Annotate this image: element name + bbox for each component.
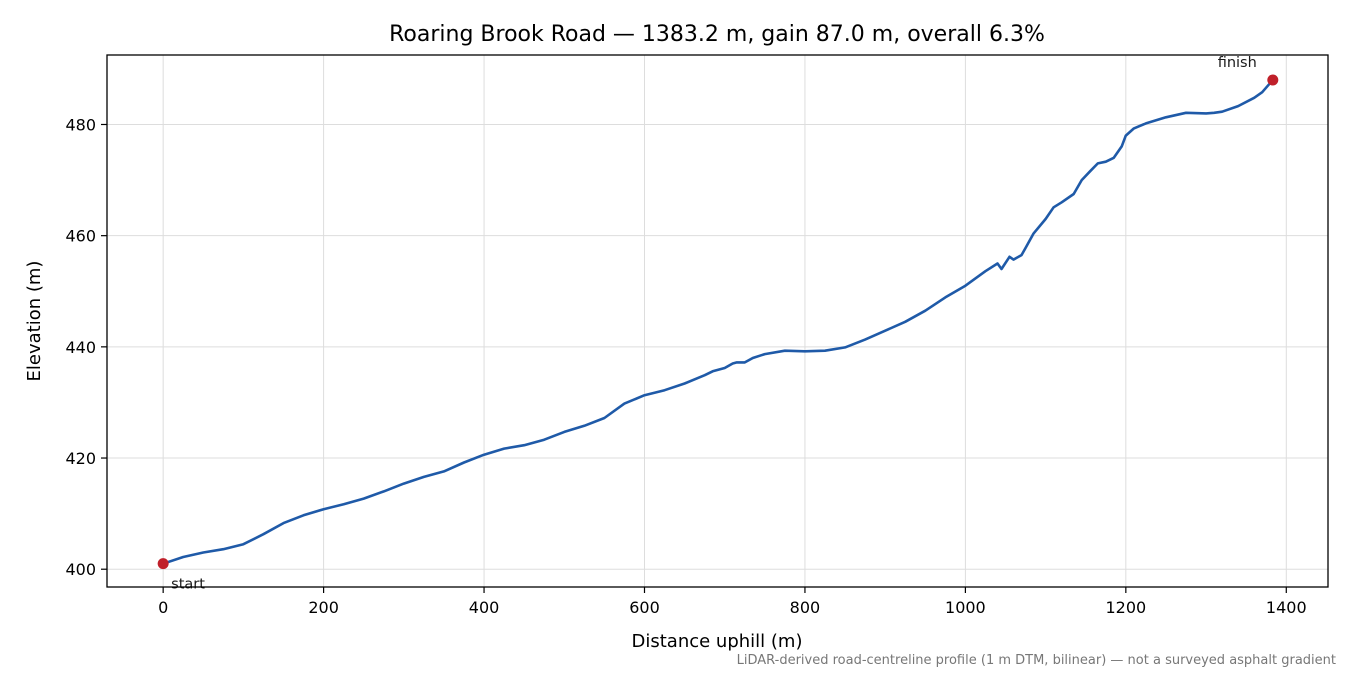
elevation-line: [161, 78, 1275, 565]
x-tick-label: 400: [469, 598, 500, 617]
footnote: LiDAR-derived road-centreline profile (1…: [737, 653, 1336, 668]
start-label: start: [171, 577, 205, 593]
series-layer: [161, 78, 1275, 565]
y-axis-label: Elevation (m): [24, 261, 45, 382]
x-tick-label: 1400: [1266, 598, 1307, 617]
start-marker: [157, 558, 169, 570]
x-tick-label: 200: [308, 598, 339, 617]
y-tick-label: 440: [65, 338, 96, 357]
x-tick-label: 800: [790, 598, 821, 617]
tick-layer: 0 200 400 600 800 1000 1200 1400 400 420 440 460 480: [65, 115, 1306, 617]
grid-layer: [107, 55, 1328, 587]
finish-label: finish: [1218, 55, 1257, 71]
y-tick-label: 460: [65, 227, 96, 246]
y-tick-label: 480: [65, 115, 96, 134]
x-axis-label: Distance uphill (m): [632, 631, 803, 652]
chart-title: Roaring Brook Road — 1383.2 m, gain 87.0…: [389, 22, 1045, 47]
annotation-layer: start finish: [157, 55, 1279, 593]
x-tick-label: 0: [158, 598, 168, 617]
x-tick-label: 600: [629, 598, 660, 617]
y-tick-label: 400: [65, 560, 96, 579]
finish-marker: [1267, 74, 1279, 86]
x-tick-label: 1200: [1105, 598, 1146, 617]
x-tick-label: 1000: [945, 598, 986, 617]
plot-frame: [106, 54, 1329, 588]
y-tick-label: 420: [65, 449, 96, 468]
